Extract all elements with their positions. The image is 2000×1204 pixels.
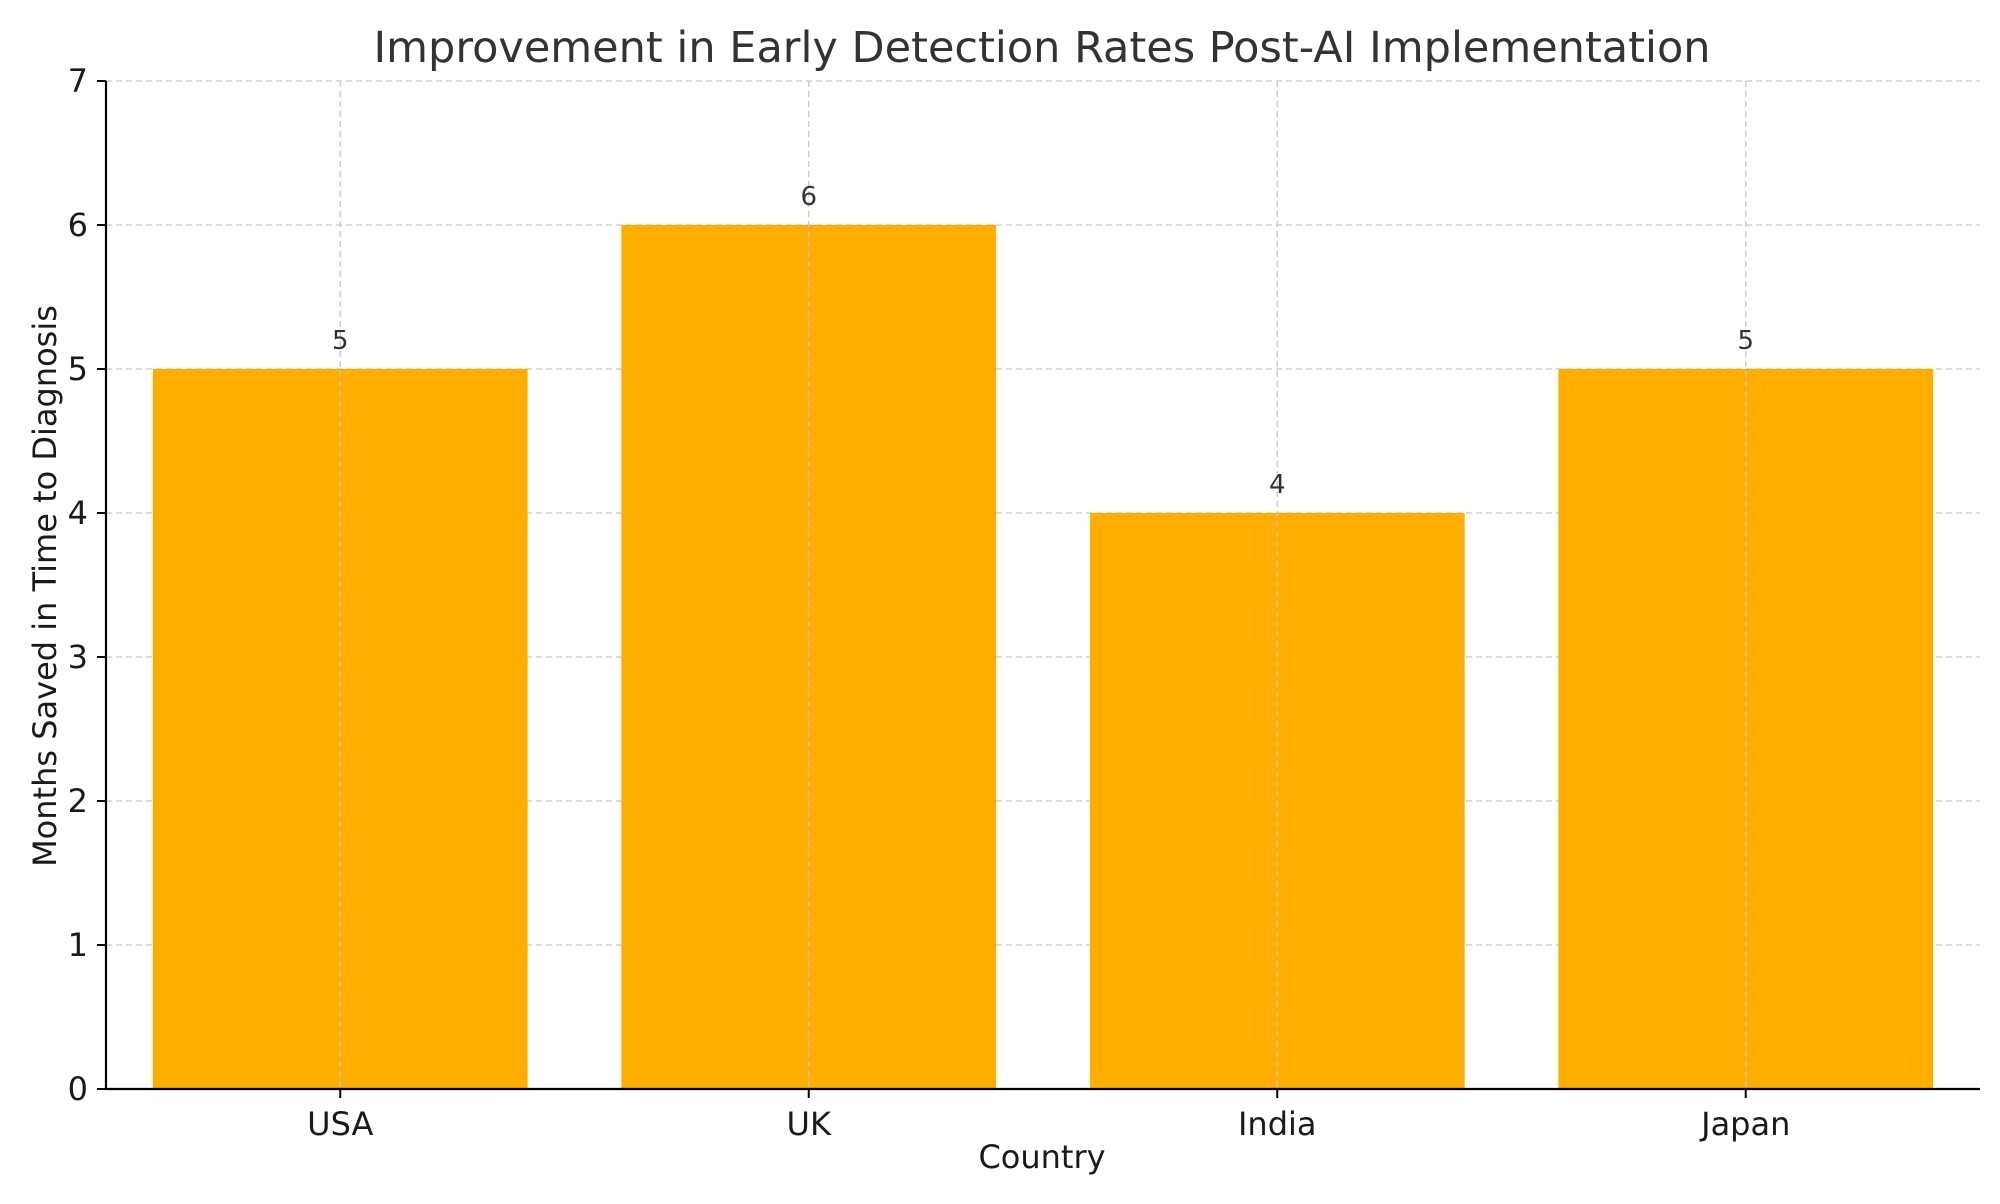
y-tick-label: 3 [68, 638, 88, 676]
x-axis-title: Country [978, 1138, 1105, 1176]
labels-layer: 0 1 2 3 4 5 6 7 USA 5 UK 6 India 4 Japan 5 [68, 62, 1791, 1143]
y-tick-label: 1 [68, 926, 88, 964]
data-label-india: 4 [1269, 470, 1286, 500]
y-tick-label: 5 [68, 350, 88, 388]
axes-layer [97, 80, 1980, 1098]
y-tick-label: 2 [68, 782, 88, 820]
x-tick-label-uk: UK [787, 1105, 832, 1143]
bar-usa [152, 369, 528, 1089]
y-tick-label: 7 [68, 62, 88, 100]
y-axis-title: Months Saved in Time to Diagnosis [26, 305, 64, 867]
bars-layer [152, 225, 1934, 1089]
y-tick-label: 4 [68, 494, 88, 532]
x-tick-label-india: India [1238, 1105, 1317, 1143]
chart-title: Improvement in Early Detection Rates Pos… [373, 23, 1710, 73]
bar-japan [1558, 369, 1934, 1089]
data-label-uk: 6 [800, 182, 817, 212]
x-tick-label-usa: USA [307, 1105, 373, 1143]
data-label-japan: 5 [1737, 326, 1754, 356]
data-label-usa: 5 [332, 326, 349, 356]
y-tick-label: 0 [68, 1070, 88, 1108]
y-tick-label: 6 [68, 206, 88, 244]
x-tick-label-japan: Japan [1699, 1105, 1790, 1143]
